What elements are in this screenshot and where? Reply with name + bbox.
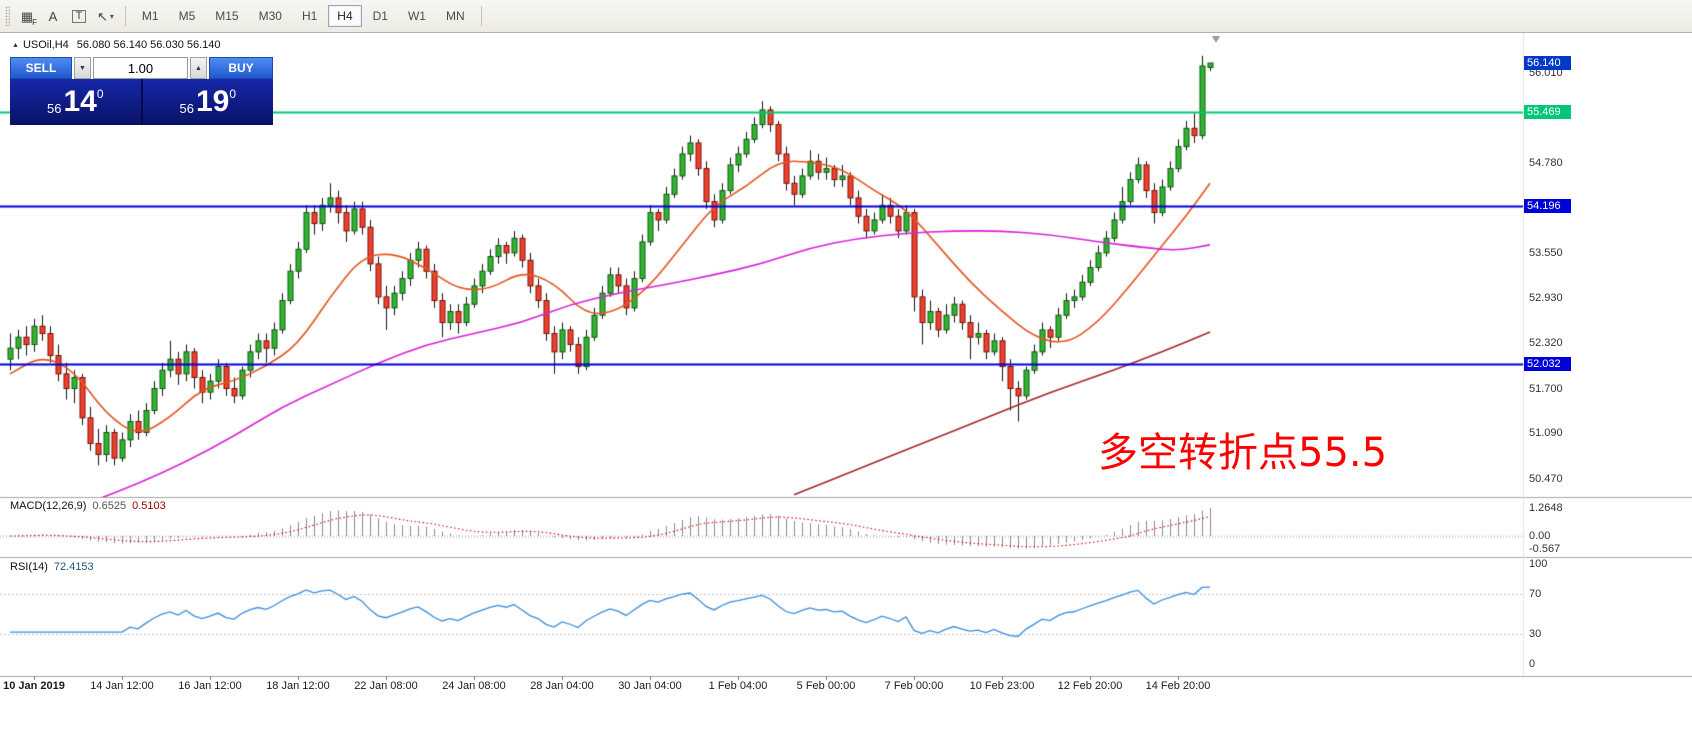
macd-scale-label: 0.00: [1529, 530, 1551, 542]
volume-up-button[interactable]: ▲: [190, 57, 207, 79]
price-tick-label: 50.470: [1529, 472, 1563, 485]
trade-prices-row: 56 14 0 56 19 0: [10, 79, 273, 125]
sell-price-prefix: 56: [46, 100, 62, 116]
toolbar-separator: [124, 6, 126, 26]
symbol-header: ▲ USOil,H4 56.080 56.140 56.030 56.140: [12, 39, 221, 51]
toolbar-icons: ▦ F A T ↖ ▾: [14, 4, 119, 28]
rsi-value: 72.4153: [53, 561, 94, 573]
time-axis-label: 14 Jan 12:00: [90, 680, 154, 692]
tf-button-mn[interactable]: MN: [437, 5, 474, 27]
symbol-marker-icon: ▲: [12, 41, 19, 49]
price-tick-label: 54.780: [1529, 156, 1563, 169]
time-axis-label: 14 Feb 20:00: [1145, 680, 1211, 692]
sell-price-sup: 0: [96, 87, 104, 101]
rsi-scale-label: 100: [1529, 558, 1548, 570]
tf-button-h1[interactable]: H1: [293, 5, 326, 27]
buy-price-display[interactable]: 56 19 0: [142, 79, 273, 125]
macd-scale-label: 1.2648: [1529, 501, 1563, 514]
tf-button-h4[interactable]: H4: [328, 5, 362, 27]
time-axis-label: 28 Jan 04:00: [530, 680, 594, 692]
symbol-ohlc-values: 56.080 56.140 56.030 56.140: [76, 39, 221, 51]
time-scale[interactable]: 10 Jan 2019 14 Jan 12:00 16 Jan 12:00 18 Ja…: [0, 676, 1523, 696]
price-level-box-54-196: 54.196: [1524, 198, 1571, 213]
time-axis-label: 10 Feb 23:00: [969, 680, 1035, 692]
toolbar-separator: [480, 6, 482, 26]
price-tick-label: 52.930: [1529, 292, 1563, 305]
text-label-t-icon[interactable]: T: [67, 4, 91, 28]
chart-annotation[interactable]: 多空转折点55.5: [1098, 430, 1388, 476]
sell-price-big: 14: [63, 85, 97, 118]
rsi-name: RSI(14): [10, 561, 48, 573]
time-axis-label: 5 Feb 00:00: [796, 680, 856, 692]
tf-button-m1[interactable]: M1: [133, 5, 168, 27]
rsi-scale-label: 0: [1529, 658, 1536, 670]
macd-scale-label: -0.567: [1529, 542, 1561, 555]
timeframe-toolbar: M1 M5 M15 M30 H1 H4 D1 W1 MN: [132, 5, 475, 27]
toolbar-grip[interactable]: [5, 6, 10, 26]
tf-button-m15[interactable]: M15: [206, 5, 247, 27]
buy-price-sup: 0: [229, 87, 237, 101]
insert-text-a-icon[interactable]: A: [41, 4, 65, 28]
trade-controls-row: SELL ▼ ▲ BUY: [10, 57, 273, 79]
time-axis-label: 22 Jan 08:00: [354, 680, 418, 692]
time-axis-label: 12 Feb 20:00: [1057, 680, 1123, 692]
price-tick-label: 52.320: [1529, 337, 1563, 350]
buy-price-prefix: 56: [179, 100, 194, 116]
macd-name: MACD(12,26,9): [10, 500, 87, 512]
time-axis-label: 18 Jan 12:00: [266, 680, 330, 692]
price-level-box-52-032: 52.032: [1524, 357, 1571, 372]
rsi-scale-label: 70: [1529, 588, 1542, 600]
rsi-scale-label: 30: [1529, 628, 1542, 640]
buy-button[interactable]: BUY: [209, 57, 273, 79]
tf-button-m30[interactable]: M30: [250, 5, 291, 27]
time-axis-label: 1 Feb 04:00: [708, 680, 768, 692]
volume-down-button[interactable]: ▼: [74, 57, 91, 79]
chart-grid-icon[interactable]: ▦ F: [15, 4, 39, 28]
cursor-tool-icon[interactable]: ↖ ▾: [93, 4, 118, 28]
price-tick-label: 51.090: [1529, 427, 1563, 440]
macd-main-value: 0.6525: [92, 500, 127, 512]
time-axis-label: 10 Jan 2019: [3, 680, 65, 692]
macd-label: MACD(12,26,9) 0.6525 0.5103: [10, 500, 166, 512]
time-axis-label: 30 Jan 04:00: [618, 680, 682, 692]
macd-signal-value: 0.5103: [132, 500, 166, 512]
price-tick-label: 51.700: [1529, 382, 1563, 395]
price-level-box-55-469: 55.469: [1524, 105, 1571, 120]
toolbar: ▦ F A T ↖ ▾ M1 M5 M15 M30 H1 H4 D1 W1 MN: [0, 0, 1692, 33]
price-level-box-56-140: 56.140: [1524, 56, 1571, 71]
sell-price-display[interactable]: 56 14 0: [10, 79, 141, 125]
sell-button[interactable]: SELL: [10, 57, 72, 79]
time-axis-label: 16 Jan 12:00: [178, 680, 242, 692]
chart-grid-badge: F: [32, 18, 37, 27]
buy-price-big: 19: [195, 85, 230, 118]
symbol-name: USOil,H4: [22, 39, 69, 51]
chevron-down-icon: ▾: [109, 11, 114, 21]
volume-input[interactable]: [93, 57, 188, 79]
rsi-label: RSI(14) 72.4153: [10, 561, 94, 573]
tf-button-w1[interactable]: W1: [399, 5, 435, 27]
tf-button-m5[interactable]: M5: [170, 5, 205, 27]
time-axis-label: 7 Feb 00:00: [884, 680, 944, 692]
price-tick-label: 53.550: [1529, 246, 1563, 259]
price-scale[interactable]: 56.010 54.780 53.550 52.930 52.320 51.700 51.0…: [1523, 33, 1603, 676]
time-axis-label: 24 Jan 08:00: [442, 680, 506, 692]
tf-button-d1[interactable]: D1: [364, 5, 397, 27]
